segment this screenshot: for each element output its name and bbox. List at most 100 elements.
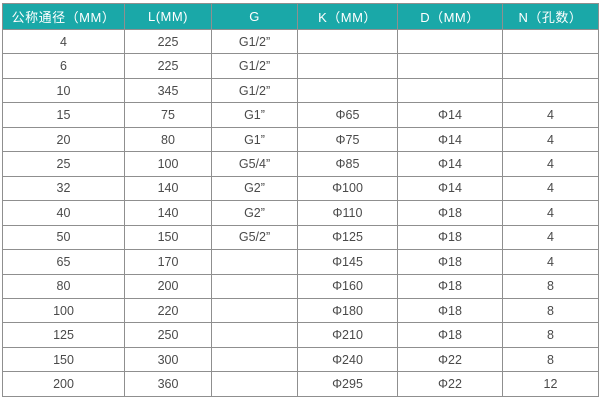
table-cell: [297, 28, 398, 55]
table-row: 6 225 G1/2”: [2, 53, 599, 79]
table-row: 25 100 G5/4” Φ85 Φ14 4: [2, 151, 599, 177]
table-cell: 80: [124, 126, 212, 153]
table-row: 200 360 Φ295 Φ22 12: [2, 371, 599, 397]
table-cell: G1/2”: [211, 53, 298, 79]
spec-table-container: 公称通径（MM） L(MM) G K（MM） D（MM） N（孔数） 4 225 G1/2” 6…: [2, 3, 599, 397]
table-row: 32 140 G2” Φ100 Φ14 4: [2, 175, 599, 202]
table-cell: [211, 297, 298, 324]
table-cell: 125: [2, 322, 125, 348]
table-cell: [502, 77, 599, 104]
column-header: N（孔数）: [502, 3, 599, 30]
table-cell: 4: [502, 126, 599, 153]
table-cell: Φ295: [297, 371, 398, 397]
column-header: 公称通径（MM）: [2, 3, 125, 30]
table-cell: 100: [2, 297, 125, 324]
table-cell: [397, 28, 503, 55]
table-cell: [397, 53, 503, 79]
table-row: 125 250 Φ210 Φ18 8: [2, 322, 599, 348]
table-cell: Φ18: [397, 273, 503, 299]
table-cell: 65: [2, 249, 125, 275]
table-cell: [297, 77, 398, 104]
table-cell: 4: [2, 28, 125, 55]
table-cell: Φ85: [297, 151, 398, 177]
table-cell: Φ18: [397, 297, 503, 324]
table-cell: Φ145: [297, 249, 398, 275]
table-cell: 225: [124, 53, 212, 79]
table-cell: Φ22: [397, 371, 503, 397]
table-cell: 4: [502, 224, 599, 251]
table-cell: 80: [2, 273, 125, 299]
table-cell: Φ160: [297, 273, 398, 299]
table-cell: [211, 273, 298, 299]
table-cell: 250: [124, 322, 212, 348]
table-cell: G2”: [211, 175, 298, 202]
table-cell: 200: [2, 371, 125, 397]
table-cell: 8: [502, 322, 599, 348]
table-cell: G1”: [211, 126, 298, 153]
table-cell: 4: [502, 175, 599, 202]
dimension-spec-table: 公称通径（MM） L(MM) G K（MM） D（MM） N（孔数） 4 225 G1/2” 6…: [2, 3, 599, 397]
table-cell: [211, 346, 298, 373]
table-cell: 100: [124, 151, 212, 177]
table-row: 4 225 G1/2”: [2, 28, 599, 55]
table-cell: 360: [124, 371, 212, 397]
table-cell: Φ18: [397, 322, 503, 348]
table-cell: Φ180: [297, 297, 398, 324]
table-cell: Φ65: [297, 102, 398, 128]
table-body: 4 225 G1/2” 6 225 G1/2” 10 345 G1/2” 15 75 G1” Φ65 Φ1…: [2, 28, 599, 397]
table-cell: [211, 371, 298, 397]
table-cell: Φ18: [397, 249, 503, 275]
table-cell: Φ14: [397, 175, 503, 202]
table-row: 65 170 Φ145 Φ18 4: [2, 249, 599, 275]
table-cell: 8: [502, 297, 599, 324]
table-cell: [297, 53, 398, 79]
table-cell: 345: [124, 77, 212, 104]
table-cell: Φ22: [397, 346, 503, 373]
table-cell: 200: [124, 273, 212, 299]
table-cell: 4: [502, 249, 599, 275]
table-cell: [211, 322, 298, 348]
table-cell: Φ210: [297, 322, 398, 348]
table-cell: Φ110: [297, 200, 398, 226]
column-header: K（MM）: [297, 3, 398, 30]
table-cell: 225: [124, 28, 212, 55]
table-row: 100 220 Φ180 Φ18 8: [2, 297, 599, 324]
table-cell: Φ100: [297, 175, 398, 202]
table-header-row: 公称通径（MM） L(MM) G K（MM） D（MM） N（孔数）: [2, 3, 599, 30]
table-cell: 40: [2, 200, 125, 226]
table-cell: 150: [124, 224, 212, 251]
table-row: 150 300 Φ240 Φ22 8: [2, 346, 599, 373]
table-cell: G2”: [211, 200, 298, 226]
table-cell: G5/4”: [211, 151, 298, 177]
table-cell: Φ75: [297, 126, 398, 153]
table-cell: G5/2”: [211, 224, 298, 251]
table-row: 80 200 Φ160 Φ18 8: [2, 273, 599, 299]
table-row: 40 140 G2” Φ110 Φ18 4: [2, 200, 599, 226]
table-cell: 75: [124, 102, 212, 128]
table-cell: 12: [502, 371, 599, 397]
table-cell: Φ18: [397, 224, 503, 251]
table-cell: 4: [502, 200, 599, 226]
table-cell: G1”: [211, 102, 298, 128]
table-cell: 50: [2, 224, 125, 251]
table-cell: 220: [124, 297, 212, 324]
table-row: 10 345 G1/2”: [2, 77, 599, 104]
table-cell: Φ240: [297, 346, 398, 373]
table-cell: Φ125: [297, 224, 398, 251]
table-row: 15 75 G1” Φ65 Φ14 4: [2, 102, 599, 128]
table-cell: [502, 28, 599, 55]
table-cell: Φ14: [397, 102, 503, 128]
table-cell: 6: [2, 53, 125, 79]
table-cell: 140: [124, 175, 212, 202]
column-header: D（MM）: [397, 3, 503, 30]
table-cell: G1/2”: [211, 28, 298, 55]
table-cell: 10: [2, 77, 125, 104]
table-cell: G1/2”: [211, 77, 298, 104]
table-cell: 8: [502, 346, 599, 373]
table-cell: [211, 249, 298, 275]
table-cell: 8: [502, 273, 599, 299]
table-cell: 15: [2, 102, 125, 128]
table-cell: 20: [2, 126, 125, 153]
table-cell: Φ18: [397, 200, 503, 226]
table-cell: 300: [124, 346, 212, 373]
